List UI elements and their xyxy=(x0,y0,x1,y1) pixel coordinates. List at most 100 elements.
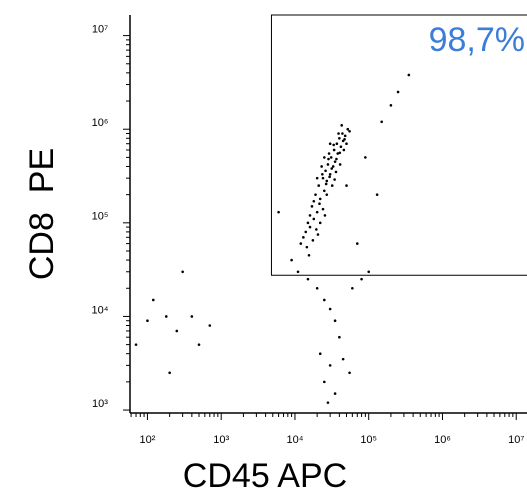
event-dot xyxy=(407,73,411,77)
event-dot xyxy=(314,193,317,196)
event-dot xyxy=(168,371,171,375)
event-dot xyxy=(351,286,354,290)
event-dot xyxy=(175,329,179,333)
event-dot xyxy=(304,230,308,234)
event-dot xyxy=(355,242,359,245)
event-dot xyxy=(348,371,351,375)
event-dot xyxy=(325,193,329,196)
event-dot xyxy=(332,148,336,152)
x-tick-label: 10⁴ xyxy=(286,434,303,446)
event-dot xyxy=(306,277,310,281)
y-tick-label: 10⁴ xyxy=(92,304,109,316)
event-dot xyxy=(321,172,324,176)
event-dot xyxy=(339,145,343,149)
event-dot xyxy=(333,160,337,163)
event-dot xyxy=(328,364,332,367)
event-dot xyxy=(315,176,319,180)
y-axis-title: CD8 PE xyxy=(23,148,61,280)
event-dot xyxy=(343,138,346,141)
gate-percentage: 98,7% xyxy=(429,21,525,59)
event-dot xyxy=(341,132,344,135)
event-dot xyxy=(328,142,332,146)
event-dot xyxy=(324,169,327,173)
event-dot xyxy=(134,343,138,346)
event-dot xyxy=(308,214,312,217)
x-tick-label: 10³ xyxy=(213,434,229,446)
event-dot xyxy=(208,324,212,327)
event-dot xyxy=(308,225,312,229)
event-dot xyxy=(335,157,338,161)
event-dot xyxy=(389,104,393,107)
event-dot xyxy=(312,199,316,203)
event-dot xyxy=(302,236,305,239)
event-dot xyxy=(332,143,335,147)
event-dot xyxy=(318,352,322,355)
event-dot xyxy=(324,182,328,186)
event-dot xyxy=(396,90,400,94)
event-dot xyxy=(348,130,351,133)
event-dot xyxy=(333,392,337,395)
event-dot xyxy=(338,163,342,166)
event-dot xyxy=(290,258,293,262)
event-dot xyxy=(330,167,334,170)
event-dot xyxy=(312,217,316,221)
event-dot xyxy=(338,335,341,339)
x-tick-label: 10² xyxy=(139,434,155,446)
event-dot xyxy=(321,207,325,211)
event-dot xyxy=(345,142,348,146)
event-dot xyxy=(316,233,320,236)
event-dot xyxy=(190,315,194,318)
x-tick-label: 10⁷ xyxy=(508,434,524,446)
event-dot xyxy=(307,253,311,257)
y-tick-label: 10⁷ xyxy=(92,24,108,36)
event-dot xyxy=(330,184,334,187)
event-dot xyxy=(151,298,155,302)
event-dot xyxy=(197,343,201,346)
event-dot xyxy=(335,142,339,146)
event-dot xyxy=(338,136,341,140)
event-dot xyxy=(338,151,342,155)
event-dot xyxy=(326,401,330,404)
event-dot xyxy=(375,193,379,196)
event-dot xyxy=(310,205,314,208)
event-dot xyxy=(341,357,345,361)
event-dot xyxy=(325,179,329,183)
x-tick-label: 10⁶ xyxy=(434,434,451,446)
event-dot xyxy=(318,197,322,201)
event-dot xyxy=(340,124,343,127)
event-dot xyxy=(323,214,327,217)
event-dot xyxy=(315,286,319,290)
event-dot xyxy=(329,156,333,159)
event-dot xyxy=(328,175,331,179)
event-dot xyxy=(315,210,319,214)
y-tick-label: 10⁶ xyxy=(92,117,109,129)
event-dot xyxy=(333,178,336,181)
event-dot xyxy=(181,270,184,274)
event-dot xyxy=(305,245,309,249)
x-tick-label: 10⁵ xyxy=(360,434,377,446)
event-dot xyxy=(277,210,280,214)
event-dot xyxy=(146,319,149,323)
x-axis-title: CD45 APC xyxy=(183,457,347,495)
event-dot xyxy=(326,163,330,166)
gate xyxy=(270,14,527,276)
event-dot xyxy=(318,221,322,225)
event-dot xyxy=(299,242,303,245)
event-dot xyxy=(333,319,337,323)
event-dot xyxy=(331,165,335,168)
event-dot xyxy=(323,156,326,159)
event-dot xyxy=(323,380,326,384)
y-tick-label: 10³ xyxy=(92,398,108,410)
event-dot xyxy=(306,221,310,225)
y-tick-label: 10⁵ xyxy=(92,211,109,223)
event-dot xyxy=(318,202,321,206)
event-dot xyxy=(311,239,315,242)
event-dot xyxy=(327,157,330,161)
event-dot xyxy=(323,298,326,302)
event-dot xyxy=(342,148,346,152)
event-dot xyxy=(343,134,347,138)
event-dot xyxy=(364,156,367,159)
event-dot xyxy=(328,307,332,311)
event-dot xyxy=(345,184,348,187)
